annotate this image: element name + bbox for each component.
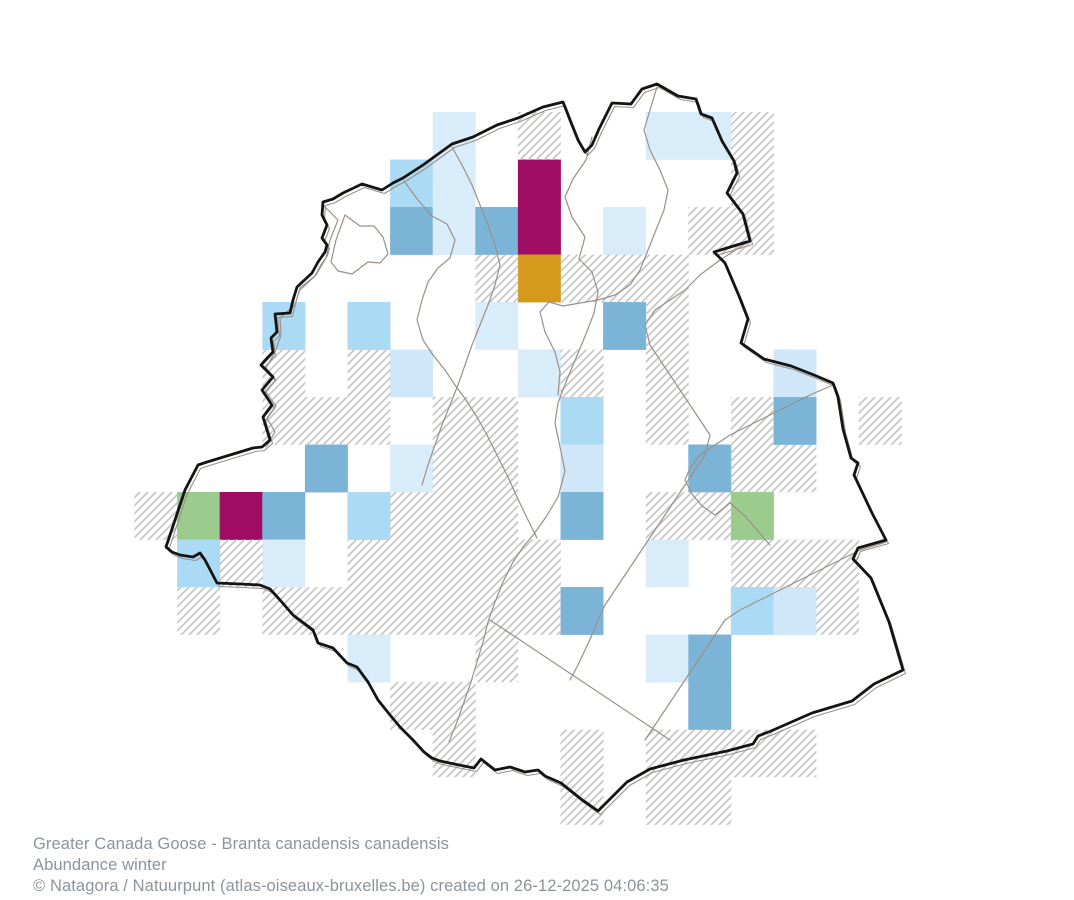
abundance-cell-medium (390, 207, 434, 255)
hatched-cell (560, 349, 604, 398)
hatched-cell (730, 207, 774, 255)
hatched-cell (730, 159, 774, 208)
hatched-cell (517, 587, 561, 635)
hatched-cell (645, 397, 689, 445)
hatched-cell (304, 397, 348, 445)
hatched-cell (858, 397, 902, 445)
abundance-cell-magenta (517, 159, 561, 208)
hatched-cell (517, 539, 561, 588)
hatched-cell (816, 587, 860, 635)
hatched-cell (219, 539, 263, 588)
hatched-cell (645, 349, 689, 398)
abundance-cell-sky (730, 587, 774, 635)
hatched-cell (432, 587, 476, 635)
hatched-cell (390, 587, 434, 635)
abundance-cell-green (177, 492, 221, 540)
hatched-cell (517, 112, 561, 160)
abundance-cell-orange (517, 254, 561, 303)
abundance-cell-medium (688, 444, 732, 493)
abundance-cells-layer (177, 112, 817, 730)
abundance-cell-sky (177, 539, 221, 588)
abundance-cell-pale (262, 539, 306, 588)
hatched-cell (475, 539, 519, 588)
hatched-cell (347, 587, 391, 635)
hatched-cell (304, 587, 348, 635)
abundance-cell-light (390, 349, 434, 398)
municipal-boundaries (265, 86, 887, 743)
abundance-cell-pale (645, 539, 689, 588)
abundance-cell-pale (645, 634, 689, 683)
species-title: Greater Canada Goose - Branta canadensis… (33, 835, 450, 853)
abundance-cell-medium (560, 587, 604, 635)
hatched-cell (730, 112, 774, 160)
hatched-cell (730, 539, 774, 588)
abundance-cell-sky (347, 302, 391, 350)
hatched-cell (773, 539, 817, 588)
abundance-cell-medium (304, 444, 348, 493)
hatched-cell (645, 729, 689, 778)
hatched-cell (645, 254, 689, 303)
hatched-cell (390, 492, 434, 540)
hatched-cell (432, 682, 476, 730)
hatched-cell (688, 777, 732, 825)
hatched-cell (645, 492, 689, 540)
abundance-cell-sky (560, 397, 604, 445)
hatched-cell (432, 492, 476, 540)
hatched-cell (475, 634, 519, 683)
abundance-cell-magenta (517, 207, 561, 255)
copyright-line: © Natagora / Natuurpunt (atlas-oiseaux-b… (33, 877, 669, 895)
hatched-cell (347, 349, 391, 398)
abundance-cell-pale (475, 302, 519, 350)
hatched-cell (177, 587, 221, 635)
hatched-cell (432, 539, 476, 588)
abundance-cell-pale (432, 207, 476, 255)
abundance-cell-medium (688, 634, 732, 683)
abundance-cell-medium (560, 492, 604, 540)
abundance-cell-pale (688, 112, 732, 160)
hatched-cell (645, 777, 689, 825)
hatched-cell (432, 444, 476, 493)
hatched-cell (347, 397, 391, 445)
abundance-cell-medium (603, 302, 647, 350)
hatched-cell (688, 207, 732, 255)
abundance-cell-light (560, 444, 604, 493)
hatched-cell (730, 444, 774, 493)
abundance-cell-pale (645, 112, 689, 160)
hatched-cell (560, 729, 604, 778)
abundance-cell-pale (517, 349, 561, 398)
region-border (164, 82, 905, 813)
hatched-cell (475, 492, 519, 540)
hatched-cell (816, 539, 860, 588)
hatched-cell (773, 729, 817, 778)
map-subtitle: Abundance winter (33, 856, 167, 874)
abundance-cell-green (730, 492, 774, 540)
abundance-cell-pale (347, 634, 391, 683)
abundance-cell-pale (603, 207, 647, 255)
hatched-cell (347, 539, 391, 588)
abundance-cell-medium (475, 207, 519, 255)
hatched-cell (475, 587, 519, 635)
abundance-cell-sky (262, 302, 306, 350)
hatched-cell (645, 302, 689, 350)
hatched-cell (475, 397, 519, 445)
abundance-cell-magenta (219, 492, 263, 540)
abundance-cell-sky (347, 492, 391, 540)
hatched-cell (603, 254, 647, 303)
abundance-cell-pale (432, 159, 476, 208)
hatched-cell (773, 444, 817, 493)
map-caption: Greater Canada Goose - Branta canadensis… (33, 834, 669, 897)
hatched-cell (688, 492, 732, 540)
hatched-cell (390, 539, 434, 588)
hatched-cell (262, 587, 306, 635)
abundance-cell-medium (773, 397, 817, 445)
abundance-cell-medium (262, 492, 306, 540)
abundance-cell-medium (688, 682, 732, 730)
abundance-cell-light (773, 587, 817, 635)
hatched-cell (730, 397, 774, 445)
abundance-cell-sky (390, 159, 434, 208)
abundance-cell-pale (390, 444, 434, 493)
